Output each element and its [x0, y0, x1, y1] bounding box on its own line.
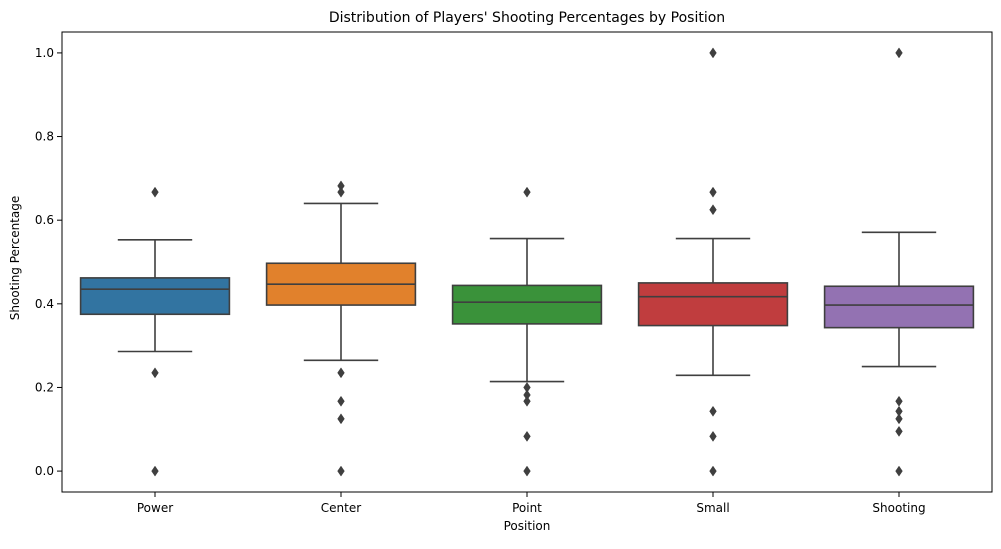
outlier-point	[337, 367, 345, 379]
outlier-point	[709, 465, 717, 477]
outlier-point	[709, 405, 717, 417]
y-tick-label: 0.6	[35, 213, 54, 227]
iqr-box	[637, 282, 789, 327]
iqr-box	[823, 285, 975, 329]
outlier-point	[523, 465, 531, 477]
x-axis-label: Position	[504, 519, 551, 533]
y-tick-label: 0.2	[35, 380, 54, 394]
x-tick-label: Shooting	[872, 501, 925, 515]
x-tick-label: Small	[696, 501, 729, 515]
outlier-point	[337, 186, 345, 198]
axes: 0.0 0.2 0.4 0.6 0.8 1.0 Power Center Point Small S…	[35, 31, 993, 515]
y-tick-label: 0.4	[35, 297, 54, 311]
outlier-point	[709, 47, 717, 59]
outlier-point	[895, 395, 903, 407]
outlier-point	[709, 430, 717, 442]
y-axis-label: Shooting Percentage	[8, 196, 22, 321]
outlier-point	[523, 395, 531, 407]
box-group-small	[637, 47, 789, 477]
outlier-point	[895, 465, 903, 477]
iqr-box	[79, 277, 231, 316]
outlier-point	[337, 413, 345, 425]
outlier-point	[709, 204, 717, 216]
outlier-point	[523, 430, 531, 442]
iqr-box	[451, 284, 603, 325]
outlier-point	[151, 367, 159, 379]
x-tick-label: Center	[321, 501, 361, 515]
outlier-point	[337, 395, 345, 407]
box-group-point	[451, 186, 603, 477]
outlier-point	[151, 186, 159, 198]
plot-area	[79, 47, 975, 477]
box-group-center	[265, 180, 417, 477]
outlier-point	[523, 186, 531, 198]
y-tick-label: 0.8	[35, 130, 54, 144]
outlier-point	[895, 413, 903, 425]
box-group-shooting	[823, 47, 975, 477]
chart-title: Distribution of Players' Shooting Percen…	[329, 10, 725, 26]
y-tick-label: 0.0	[35, 464, 54, 478]
outlier-point	[895, 425, 903, 437]
outlier-point	[709, 186, 717, 198]
y-tick-label: 1.0	[35, 46, 54, 60]
outlier-point	[151, 465, 159, 477]
outlier-point	[337, 465, 345, 477]
box-group-power	[79, 186, 231, 477]
x-tick-label: Point	[512, 501, 542, 515]
x-tick-label: Power	[137, 501, 173, 515]
outlier-point	[895, 47, 903, 59]
